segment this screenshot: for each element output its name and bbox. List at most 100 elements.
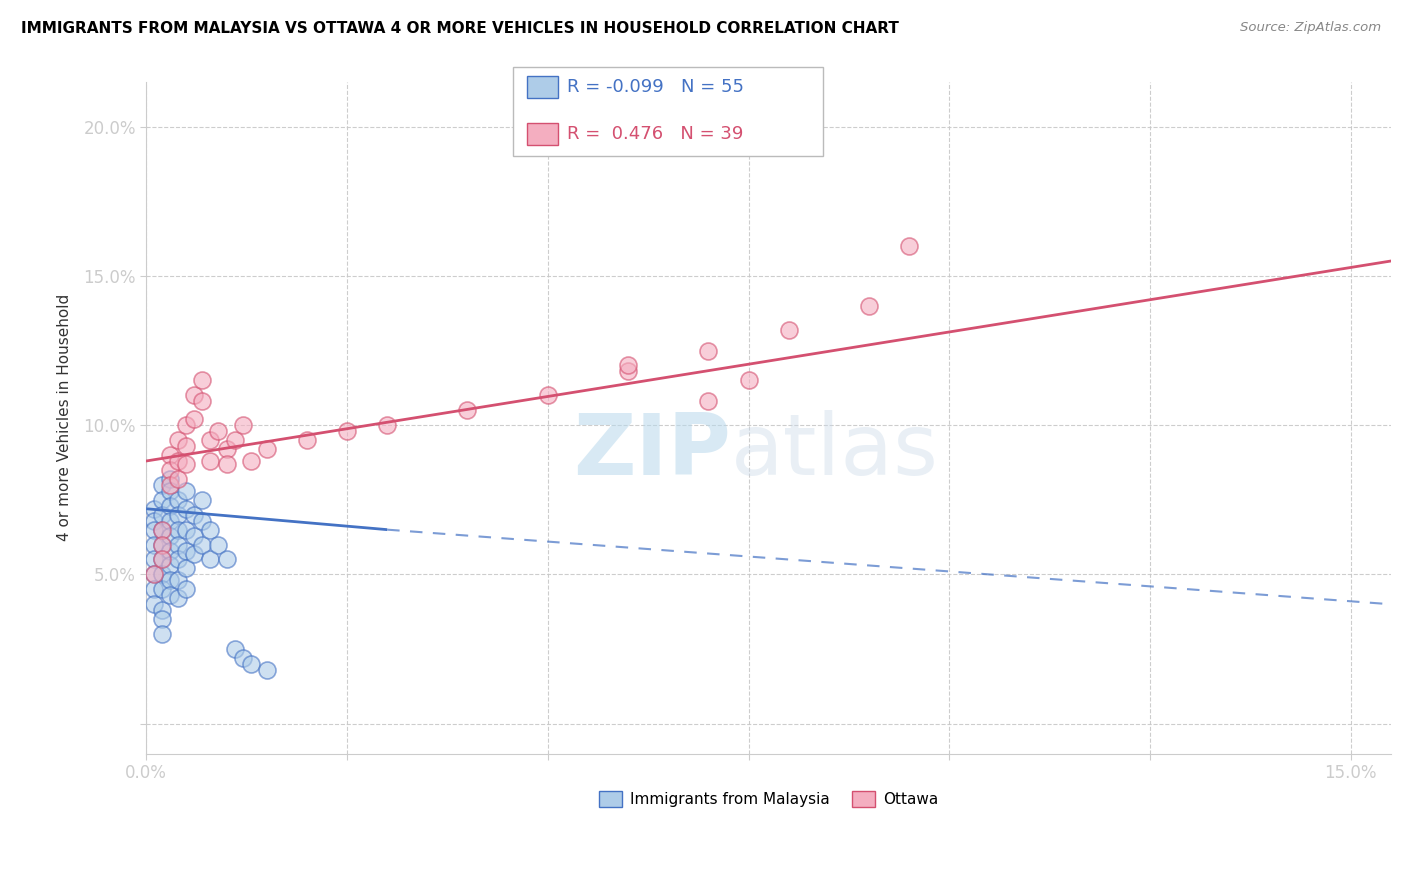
Point <box>215 457 238 471</box>
Point <box>143 567 166 582</box>
Point <box>207 424 229 438</box>
Point <box>183 528 205 542</box>
Point <box>224 433 246 447</box>
Point <box>176 582 198 597</box>
Point <box>256 442 278 456</box>
Legend: Immigrants from Malaysia, Ottawa: Immigrants from Malaysia, Ottawa <box>593 785 945 813</box>
Point <box>150 582 173 597</box>
Point <box>191 538 214 552</box>
Point <box>176 418 198 433</box>
Point <box>191 373 214 387</box>
Point <box>183 412 205 426</box>
Point <box>375 418 398 433</box>
Point <box>159 448 181 462</box>
Point <box>150 603 173 617</box>
Point <box>150 552 173 566</box>
Point <box>200 552 222 566</box>
Point <box>176 543 198 558</box>
Point <box>143 567 166 582</box>
Point <box>617 359 640 373</box>
Text: Source: ZipAtlas.com: Source: ZipAtlas.com <box>1240 21 1381 34</box>
Point <box>150 612 173 626</box>
Point <box>456 403 478 417</box>
Point <box>176 561 198 575</box>
Text: ZIP: ZIP <box>574 409 731 492</box>
Point <box>239 657 262 671</box>
Point <box>191 394 214 409</box>
Point <box>159 558 181 573</box>
Point <box>176 523 198 537</box>
Point <box>256 663 278 677</box>
Point <box>183 508 205 522</box>
Point <box>167 523 190 537</box>
Point <box>167 508 190 522</box>
Point <box>150 567 173 582</box>
Point <box>183 547 205 561</box>
Point <box>336 424 359 438</box>
Point <box>898 239 921 253</box>
Point <box>159 478 181 492</box>
Point <box>167 472 190 486</box>
Point <box>159 514 181 528</box>
Point <box>167 492 190 507</box>
Point <box>150 538 173 552</box>
Point <box>176 483 198 498</box>
Point <box>150 627 173 641</box>
Point <box>176 501 198 516</box>
Point <box>150 552 173 566</box>
Point <box>159 499 181 513</box>
Point <box>778 323 800 337</box>
Point <box>167 574 190 588</box>
Point <box>167 538 190 552</box>
Point <box>159 574 181 588</box>
Point <box>200 454 222 468</box>
Point <box>143 523 166 537</box>
Point <box>239 454 262 468</box>
Text: R =  0.476   N = 39: R = 0.476 N = 39 <box>567 125 742 143</box>
Point <box>143 501 166 516</box>
Point <box>159 528 181 542</box>
Y-axis label: 4 or more Vehicles in Household: 4 or more Vehicles in Household <box>58 294 72 541</box>
Point <box>143 582 166 597</box>
Point <box>215 442 238 456</box>
Point <box>159 588 181 602</box>
Point <box>207 538 229 552</box>
Point <box>167 433 190 447</box>
Point <box>537 388 560 402</box>
Point <box>737 373 759 387</box>
Point <box>697 343 720 358</box>
Point <box>232 418 254 433</box>
Point <box>159 463 181 477</box>
Point <box>697 394 720 409</box>
Point <box>167 454 190 468</box>
Point <box>150 492 173 507</box>
Point <box>232 651 254 665</box>
Point <box>176 439 198 453</box>
Point <box>159 472 181 486</box>
Point <box>858 299 880 313</box>
Point <box>215 552 238 566</box>
Point <box>150 523 173 537</box>
Point <box>617 364 640 378</box>
Text: R = -0.099   N = 55: R = -0.099 N = 55 <box>567 78 744 96</box>
Text: IMMIGRANTS FROM MALAYSIA VS OTTAWA 4 OR MORE VEHICLES IN HOUSEHOLD CORRELATION C: IMMIGRANTS FROM MALAYSIA VS OTTAWA 4 OR … <box>21 21 898 36</box>
Point <box>295 433 318 447</box>
Point <box>191 514 214 528</box>
Point <box>224 642 246 657</box>
Point <box>143 552 166 566</box>
Point <box>143 597 166 611</box>
Text: atlas: atlas <box>731 409 939 492</box>
Point <box>143 538 166 552</box>
Point <box>150 523 173 537</box>
Point <box>191 492 214 507</box>
Point <box>150 538 173 552</box>
Point <box>159 483 181 498</box>
Point <box>176 457 198 471</box>
Point <box>150 478 173 492</box>
Point <box>183 388 205 402</box>
Point <box>167 552 190 566</box>
Point <box>150 508 173 522</box>
Point <box>143 514 166 528</box>
Point <box>200 523 222 537</box>
Point <box>167 591 190 606</box>
